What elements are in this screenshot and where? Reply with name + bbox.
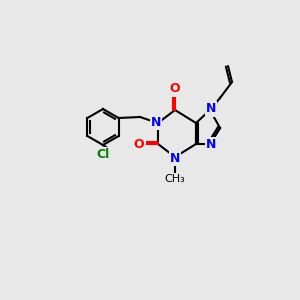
Text: Cl: Cl [96,148,110,161]
Text: O: O [170,82,180,95]
Text: N: N [170,152,180,164]
Text: CH₃: CH₃ [165,174,185,184]
Text: O: O [134,137,144,151]
Text: N: N [206,103,216,116]
Text: N: N [206,139,216,152]
Text: N: N [151,116,161,128]
